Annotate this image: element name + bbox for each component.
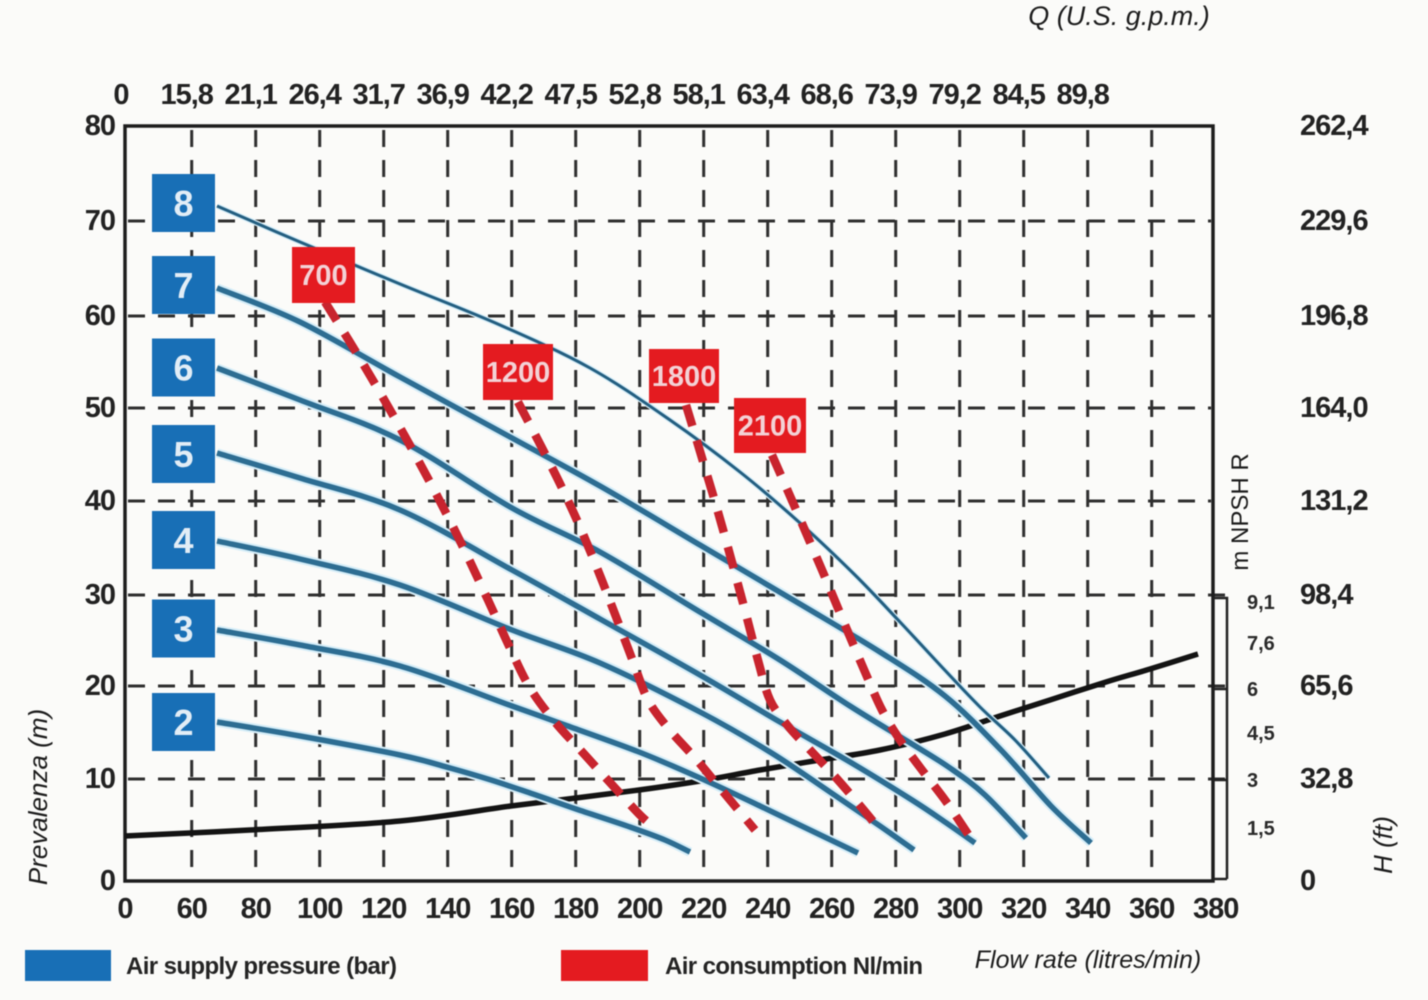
svg-text:0: 0 (117, 893, 132, 925)
svg-text:160: 160 (489, 893, 534, 925)
svg-text:52,8: 52,8 (608, 79, 661, 111)
svg-text:80: 80 (241, 893, 271, 925)
svg-text:3: 3 (1247, 770, 1258, 792)
svg-text:262,4: 262,4 (1300, 110, 1368, 142)
svg-text:180: 180 (553, 893, 598, 925)
svg-text:0: 0 (100, 865, 115, 897)
svg-text:8: 8 (173, 183, 193, 224)
svg-text:2100: 2100 (738, 411, 803, 443)
svg-text:164,0: 164,0 (1300, 392, 1368, 424)
svg-text:32,8: 32,8 (1300, 763, 1353, 795)
svg-text:131,2: 131,2 (1300, 485, 1368, 517)
svg-text:7: 7 (173, 265, 193, 306)
svg-text:100: 100 (297, 893, 342, 925)
svg-text:196,8: 196,8 (1300, 300, 1368, 332)
svg-text:380: 380 (1193, 893, 1238, 925)
svg-text:1800: 1800 (652, 361, 717, 393)
svg-text:280: 280 (873, 893, 918, 925)
svg-text:15,8: 15,8 (160, 79, 213, 111)
svg-text:1200: 1200 (486, 357, 551, 389)
svg-text:Prevalenza (m): Prevalenza (m) (23, 709, 53, 885)
svg-text:120: 120 (361, 893, 406, 925)
svg-text:89,8: 89,8 (1056, 79, 1109, 111)
svg-text:20: 20 (85, 670, 115, 702)
svg-text:2: 2 (173, 702, 193, 743)
svg-text:340: 340 (1065, 893, 1110, 925)
svg-text:63,4: 63,4 (736, 79, 789, 111)
svg-text:50: 50 (85, 392, 115, 424)
svg-text:70: 70 (85, 205, 115, 237)
svg-text:Air supply pressure (bar): Air supply pressure (bar) (126, 953, 396, 980)
svg-text:360: 360 (1129, 893, 1174, 925)
svg-text:320: 320 (1001, 893, 1046, 925)
svg-text:79,2: 79,2 (928, 79, 980, 111)
svg-text:140: 140 (425, 893, 470, 925)
svg-text:60: 60 (85, 300, 115, 332)
svg-text:220: 220 (681, 893, 726, 925)
svg-text:26,4: 26,4 (288, 79, 341, 111)
svg-text:6: 6 (1247, 679, 1258, 701)
svg-text:42,2: 42,2 (480, 79, 532, 111)
svg-text:58,1: 58,1 (672, 79, 725, 111)
svg-text:9,1: 9,1 (1247, 592, 1275, 614)
svg-text:300: 300 (937, 893, 982, 925)
svg-text:4: 4 (173, 520, 193, 561)
svg-text:47,5: 47,5 (544, 79, 597, 111)
svg-text:36,9: 36,9 (416, 79, 469, 111)
svg-text:200: 200 (617, 893, 662, 925)
svg-text:30: 30 (85, 579, 115, 611)
svg-text:4,5: 4,5 (1247, 723, 1275, 745)
svg-text:700: 700 (299, 260, 347, 292)
svg-text:68,6: 68,6 (800, 79, 853, 111)
svg-text:10: 10 (85, 763, 115, 795)
svg-text:31,7: 31,7 (352, 79, 404, 111)
svg-text:3: 3 (173, 609, 193, 650)
svg-text:21,1: 21,1 (224, 79, 277, 111)
svg-text:60: 60 (177, 893, 207, 925)
svg-text:5: 5 (173, 434, 193, 475)
svg-text:Flow rate (litres/min): Flow rate (litres/min) (975, 946, 1201, 974)
svg-text:7,6: 7,6 (1247, 633, 1275, 655)
svg-text:65,6: 65,6 (1300, 670, 1353, 702)
svg-text:1,5: 1,5 (1247, 818, 1275, 840)
svg-text:6: 6 (173, 348, 193, 389)
svg-text:98,4: 98,4 (1300, 579, 1353, 611)
svg-text:73,9: 73,9 (864, 79, 917, 111)
svg-text:Air consumption Nl/min: Air consumption Nl/min (665, 953, 922, 980)
svg-text:240: 240 (745, 893, 790, 925)
svg-text:229,6: 229,6 (1300, 205, 1368, 237)
svg-text:H (ft): H (ft) (1368, 816, 1398, 874)
svg-text:Q (U.S. g.p.m.): Q (U.S. g.p.m.) (1028, 1, 1210, 31)
svg-text:260: 260 (809, 893, 854, 925)
svg-text:m NPSH R: m NPSH R (1227, 453, 1254, 570)
svg-text:80: 80 (85, 110, 115, 142)
svg-text:40: 40 (85, 485, 115, 517)
svg-text:0: 0 (1300, 865, 1315, 897)
svg-text:0: 0 (113, 79, 128, 111)
svg-text:84,5: 84,5 (992, 79, 1045, 111)
